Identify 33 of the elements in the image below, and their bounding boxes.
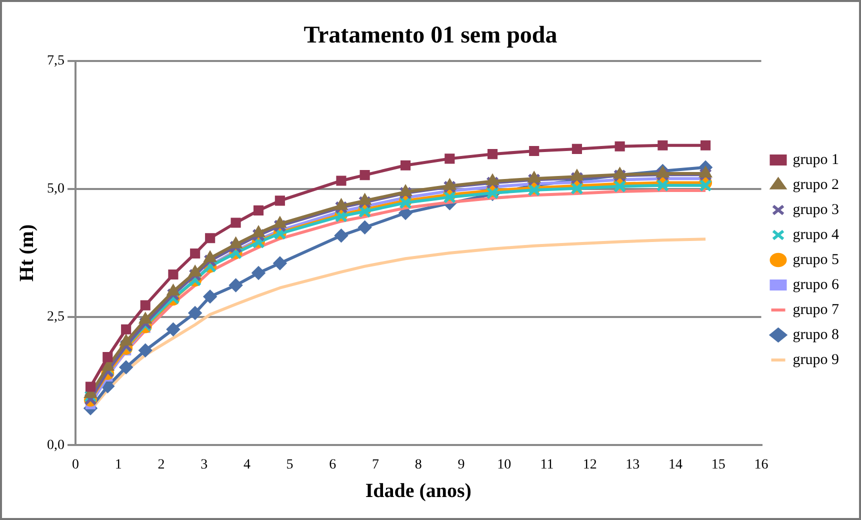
x-tick-label: 14 (668, 457, 683, 472)
y-tick-label: 5,0 (47, 182, 64, 197)
x-tick-label: 6 (329, 457, 336, 472)
legend-label: grupo 9 (792, 352, 840, 368)
x-axis-title: Idade (anos) (365, 480, 472, 502)
x-tick-label: 5 (286, 457, 294, 472)
y-axis-title: Ht (m) (16, 224, 38, 282)
y-tick-label: 2,5 (47, 310, 64, 325)
x-tick-label: 16 (754, 457, 768, 472)
x-tick-label: 12 (582, 457, 597, 472)
legend-label: grupo 3 (792, 202, 840, 218)
chart-title: Tratamento 01 sem poda (304, 22, 558, 49)
legend-label: grupo 2 (792, 176, 840, 193)
legend-label: grupo 6 (792, 276, 840, 293)
x-tick-label: 0 (72, 457, 79, 472)
x-tick-label: 2 (158, 457, 165, 472)
x-tick-label: 4 (243, 457, 250, 472)
y-tick-label: 7,5 (47, 53, 64, 68)
x-tick-label: 13 (626, 457, 640, 472)
y-tick-label: 0,0 (47, 438, 64, 453)
x-tick-label: 10 (497, 457, 512, 472)
legend-label: grupo 5 (792, 252, 840, 268)
legend-label: grupo 4 (792, 226, 840, 243)
legend-label: grupo 1 (792, 152, 840, 168)
legend-label: grupo 7 (792, 302, 840, 318)
legend-label: grupo 8 (792, 326, 840, 343)
x-tick-label: 3 (200, 457, 208, 472)
x-tick-label: 15 (711, 457, 726, 472)
x-tick-label: 8 (414, 457, 422, 472)
x-tick-label: 11 (540, 457, 554, 472)
x-tick-label: 9 (458, 457, 465, 472)
x-tick-label: 1 (114, 457, 122, 472)
x-tick-label: 7 (372, 457, 380, 472)
